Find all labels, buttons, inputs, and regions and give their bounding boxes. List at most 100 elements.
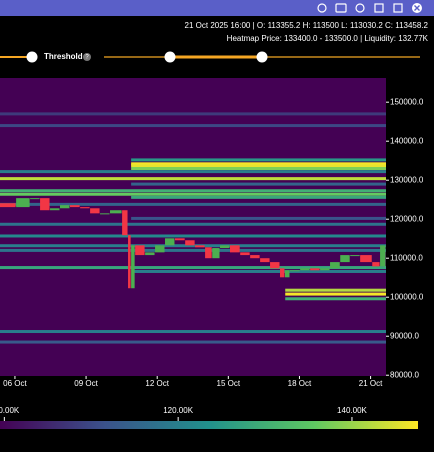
candle <box>250 255 260 259</box>
colorbar-label: 120.00K <box>163 406 193 415</box>
plot-background <box>0 78 386 376</box>
candle <box>380 245 386 267</box>
candle <box>284 270 290 278</box>
candle <box>131 245 135 289</box>
liquidity-level <box>131 216 386 220</box>
candle <box>205 247 212 259</box>
colorbar <box>0 421 418 429</box>
candle <box>30 198 40 200</box>
candle <box>16 198 30 208</box>
settings-icon[interactable] <box>355 3 365 13</box>
liquidity-level <box>0 234 386 238</box>
liquidity-level <box>131 158 386 162</box>
range-knob-low[interactable] <box>164 51 176 63</box>
threshold-label: Threshold <box>44 52 83 61</box>
candle <box>195 245 205 248</box>
liquidity-level <box>0 330 386 334</box>
candle <box>174 238 185 241</box>
candle <box>0 203 16 208</box>
liquidity-level <box>0 112 386 116</box>
liquidity-level <box>0 192 386 196</box>
y-tick-label: 130000.0 <box>390 175 424 184</box>
candle <box>280 268 285 278</box>
candle <box>80 207 90 209</box>
liquidity-level <box>131 162 386 166</box>
candle <box>128 235 131 289</box>
liquidity-level <box>133 269 386 273</box>
camera-icon[interactable] <box>335 3 347 13</box>
candle <box>165 238 175 246</box>
liquidity-level <box>0 124 386 128</box>
y-tick-label: 110000.0 <box>390 253 423 262</box>
refresh-icon[interactable] <box>317 3 327 13</box>
y-tick-label: 150000.0 <box>390 97 424 106</box>
candle <box>372 262 380 267</box>
candle <box>212 248 220 259</box>
slider-knob[interactable] <box>26 51 38 63</box>
y-tick-label: 120000.0 <box>390 214 424 223</box>
liquidity-level <box>0 266 386 270</box>
x-tick-label: 18 Oct <box>288 379 312 388</box>
candle <box>340 255 350 263</box>
candle <box>122 210 128 236</box>
x-tick-label: 06 Oct <box>3 379 27 388</box>
candle <box>145 252 155 256</box>
liquidity-level <box>0 177 386 181</box>
liquidity-level <box>131 195 386 199</box>
liquidity-level <box>0 170 386 174</box>
help-text: ? <box>85 55 89 61</box>
candle <box>360 255 372 263</box>
candle <box>90 208 100 214</box>
candle <box>110 210 122 214</box>
save-icon[interactable] <box>374 3 384 13</box>
candle <box>300 268 310 271</box>
liquidity-level <box>0 202 386 206</box>
liquidity-level <box>0 222 386 226</box>
y-tick-label: 80000.0 <box>390 370 419 379</box>
liquidity-level <box>285 292 386 296</box>
candle <box>330 262 340 269</box>
candle <box>185 240 195 246</box>
toolbar <box>0 0 434 16</box>
x-tick-label: 09 Oct <box>74 379 98 388</box>
help-icon[interactable] <box>83 53 91 61</box>
liquidity-level <box>0 189 386 193</box>
expand-icon[interactable] <box>393 3 403 13</box>
candle <box>229 245 240 253</box>
candle <box>320 268 330 271</box>
liquidity-level <box>285 288 386 292</box>
candle <box>350 255 360 257</box>
x-tick-label: 12 Oct <box>145 379 169 388</box>
candle <box>50 208 60 211</box>
y-tick-label: 90000.0 <box>390 331 419 340</box>
candle <box>270 262 280 269</box>
plot <box>0 112 386 344</box>
liquidity-level <box>0 244 386 248</box>
candle <box>69 205 80 208</box>
y-tick-label: 100000.0 <box>390 292 424 301</box>
colorbar-label: 100.00K <box>0 406 20 415</box>
liquidity-level <box>131 182 386 186</box>
candle <box>289 270 300 272</box>
range-knob-high[interactable] <box>256 51 268 63</box>
candle <box>155 245 165 253</box>
candle <box>310 268 320 271</box>
liquidity-level <box>131 166 386 170</box>
y-tick-label: 140000.0 <box>390 136 424 145</box>
x-tick-label: 21 Oct <box>359 379 383 388</box>
candle <box>220 245 230 249</box>
candle <box>240 252 250 256</box>
liquidity-level <box>285 297 386 301</box>
close-icon <box>414 5 420 11</box>
candle <box>135 245 145 256</box>
heatmap-info: Heatmap Price: 133400.0 - 133500.0 | Liq… <box>227 34 429 43</box>
liquidity-level <box>0 340 386 344</box>
x-tick-label: 15 Oct <box>217 379 241 388</box>
liquidity-level <box>0 248 386 252</box>
ohlc-info: 21 Oct 2025 16:00 | O: 113355.2 H: 11350… <box>185 21 429 30</box>
candle <box>40 198 50 211</box>
colorbar-label: 140.00K <box>337 406 367 415</box>
candle <box>260 258 270 263</box>
